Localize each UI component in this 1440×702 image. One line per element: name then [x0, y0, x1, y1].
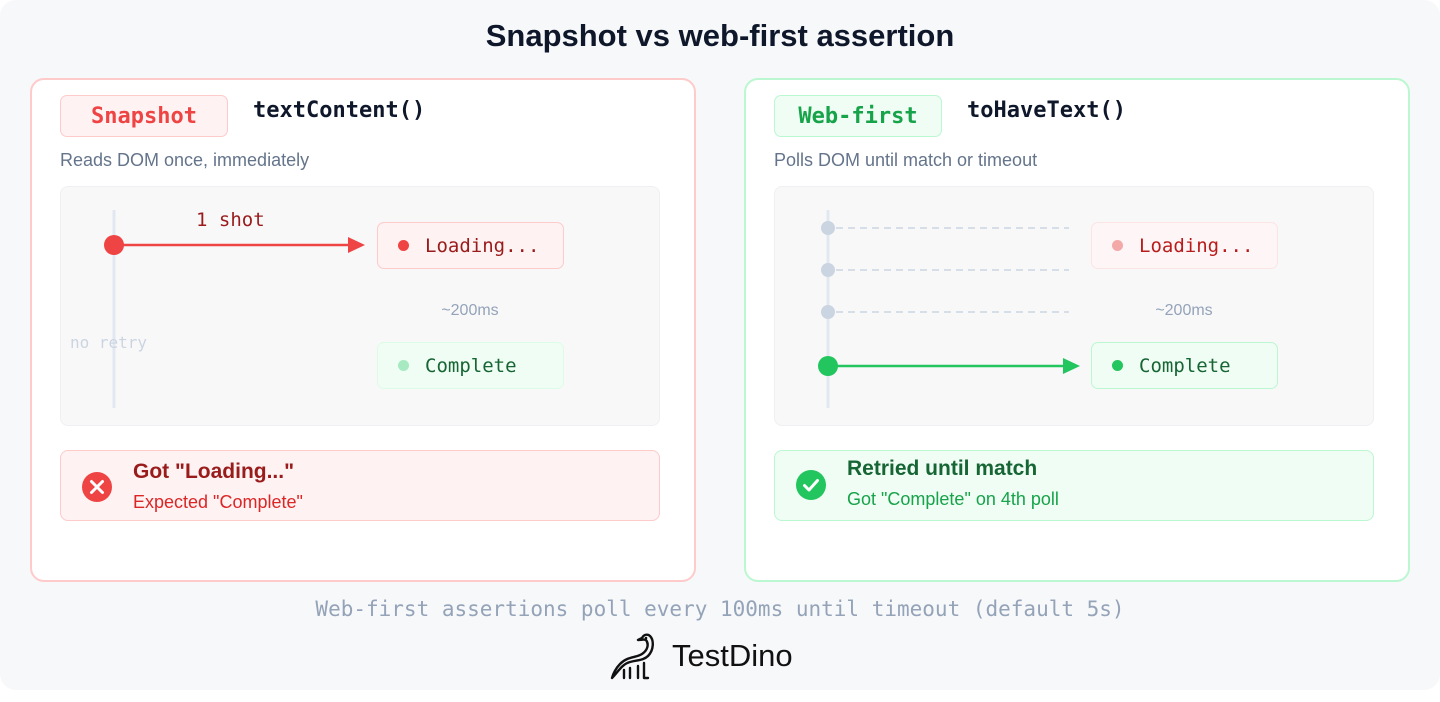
state-complete: Complete — [377, 342, 564, 389]
match-dot — [818, 356, 838, 376]
state-label: Complete — [425, 354, 517, 377]
logo: TestDino — [608, 630, 793, 682]
snapshot-method: textContent() — [253, 98, 426, 123]
poll-dot-3 — [821, 305, 835, 319]
result-title: Retried until match — [847, 457, 1038, 480]
status-dot — [398, 360, 409, 371]
delay-label: ~200ms — [441, 302, 499, 319]
shot-label: 1 shot — [196, 209, 265, 231]
snapshot-timeline — [104, 210, 365, 408]
state-label: Loading... — [1139, 234, 1254, 257]
snapshot-description: Reads DOM once, immediately — [60, 150, 310, 170]
snapshot-badge: Snapshot — [60, 95, 228, 137]
status-dot — [1112, 360, 1123, 371]
snapshot-result: Got "Loading..." Expected "Complete" — [60, 450, 660, 521]
state-loading: Loading... — [377, 222, 564, 269]
x-circle-icon — [82, 472, 112, 502]
web-first-badge: Web-first — [774, 95, 942, 137]
no-retry-label: no retry — [70, 333, 148, 352]
dino-logo-icon — [610, 633, 654, 680]
result-subtitle: Got "Complete" on 4th poll — [847, 489, 1059, 509]
state-complete: Complete — [1091, 342, 1278, 389]
poll-dot-1 — [821, 221, 835, 235]
result-title: Got "Loading..." — [133, 460, 295, 483]
arrow-head — [1063, 358, 1080, 374]
state-label: Complete — [1139, 354, 1231, 377]
delay-label: ~200ms — [1155, 302, 1213, 319]
web-first-description: Polls DOM until match or timeout — [774, 150, 1038, 170]
state-loading: Loading... — [1091, 222, 1278, 269]
web-first-method: toHaveText() — [967, 98, 1126, 123]
arrow-head — [348, 237, 365, 253]
shot-dot — [104, 235, 124, 255]
web-first-result: Retried until match Got "Complete" on 4t… — [774, 450, 1374, 521]
page-title: Snapshot vs web-first assertion — [485, 18, 955, 53]
status-dot — [398, 240, 409, 251]
state-label: Loading... — [425, 234, 540, 257]
status-dot — [1112, 240, 1123, 251]
footer-note: Web-first assertions poll every 100ms un… — [315, 597, 1125, 621]
check-circle-icon — [796, 470, 826, 500]
poll-dot-2 — [821, 263, 835, 277]
logo-text: TestDino — [672, 638, 793, 673]
result-subtitle: Expected "Complete" — [133, 492, 303, 512]
web-first-timeline — [818, 210, 1080, 408]
